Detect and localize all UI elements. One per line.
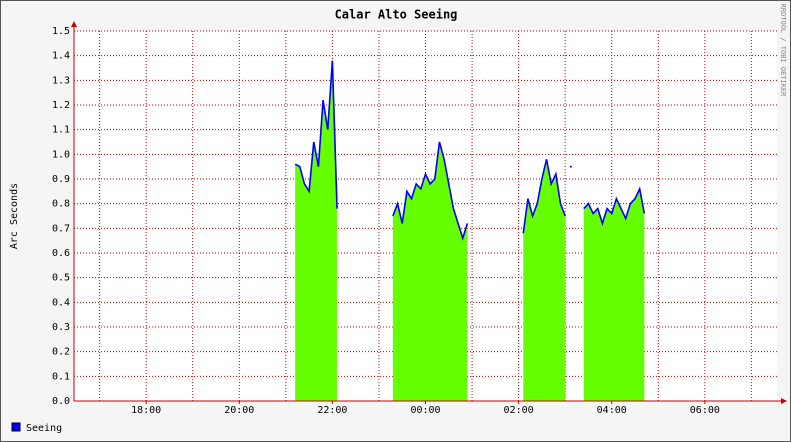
y-tick-label: 0.0 xyxy=(52,396,70,407)
watermark: RRDTOOL / TOBI OETIKER xyxy=(779,4,787,98)
area xyxy=(295,60,645,401)
legend-swatch xyxy=(11,422,21,432)
x-tick-label: 06:00 xyxy=(690,405,720,416)
y-tick-label: 0.2 xyxy=(52,347,70,358)
x-axis-arrow xyxy=(781,398,787,404)
y-tick-label: 0.4 xyxy=(52,297,70,308)
y-tick-label: 0.8 xyxy=(52,199,70,210)
y-tick-label: 0.9 xyxy=(52,174,70,185)
y-tick-label: 0.6 xyxy=(52,248,70,259)
y-tick-label: 1.2 xyxy=(52,100,70,111)
y-tick-label: 1.3 xyxy=(52,75,70,86)
y-axis-arrow xyxy=(71,21,77,27)
line xyxy=(294,60,646,241)
y-tick-label: 0.3 xyxy=(52,322,70,333)
y-axis-label: Arc Seconds xyxy=(9,183,20,249)
y-tick-label: 1.4 xyxy=(52,51,70,62)
y-tick-label: 0.5 xyxy=(52,273,70,284)
x-tick-label: 22:00 xyxy=(317,405,347,416)
y-tick-label: 0.7 xyxy=(52,223,70,234)
chart-title: Calar Alto Seeing xyxy=(335,8,458,22)
x-tick-label: 00:00 xyxy=(410,405,440,416)
x-tick-label: 18:00 xyxy=(131,405,161,416)
y-tick-label: 1.0 xyxy=(52,149,70,160)
y-tick-label: 1.1 xyxy=(52,125,70,136)
legend-label: Seeing xyxy=(26,423,62,434)
x-tick-label: 02:00 xyxy=(504,405,534,416)
y-tick-label: 0.1 xyxy=(52,371,70,382)
x-tick-label: 04:00 xyxy=(597,405,627,416)
y-tick-label: 1.5 xyxy=(52,26,70,37)
x-tick-label: 20:00 xyxy=(224,405,254,416)
